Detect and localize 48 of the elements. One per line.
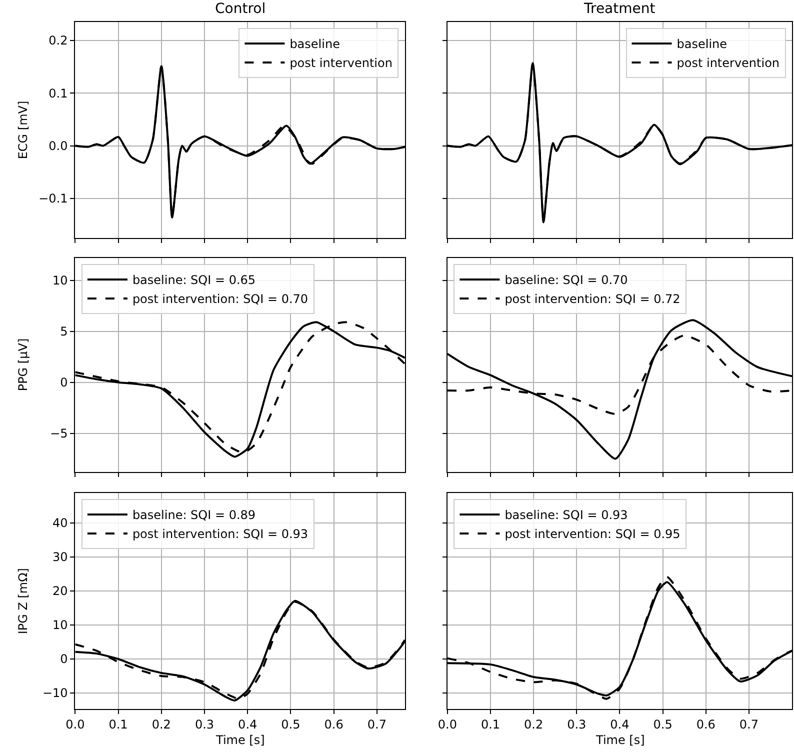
legend-label: baseline: SQI = 0.89 <box>132 508 256 522</box>
y-tick-label: 30 <box>52 550 68 564</box>
y-tick-label: 0 <box>60 376 68 390</box>
x-tick-label: 0.2 <box>152 717 171 732</box>
chart-title: Control <box>215 1 266 17</box>
legend-label: baseline: SQI = 0.93 <box>504 508 628 522</box>
legend-label: baseline: SQI = 0.65 <box>132 273 256 288</box>
legend-label: post intervention: SQI = 0.70 <box>132 292 308 306</box>
legend-label: post intervention <box>290 56 392 70</box>
y-tick-label: −10 <box>42 686 68 700</box>
x-tick-label: 0.2 <box>524 717 544 732</box>
y-axis-title: IPG Z [mΩ] <box>16 568 30 634</box>
y-tick-label: −5 <box>50 426 68 440</box>
x-tick-label: 0.5 <box>281 717 300 732</box>
x-tick-label: 0.7 <box>367 717 386 732</box>
y-tick-label: 20 <box>52 584 68 598</box>
legend-label: post intervention: SQI = 0.93 <box>132 527 308 542</box>
y-axis-title: PPG [µV] <box>16 338 30 392</box>
y-tick-label: 0.1 <box>48 86 68 100</box>
legend-label: post intervention <box>676 56 780 70</box>
y-tick-label: −0.1 <box>38 192 68 206</box>
legend-label: post intervention: SQI = 0.72 <box>504 292 680 306</box>
x-tick-label: 0.5 <box>653 717 672 732</box>
x-tick-label: 0.0 <box>438 717 457 732</box>
x-tick-label: 0.6 <box>324 717 344 732</box>
y-tick-label: 0.2 <box>48 34 68 48</box>
y-tick-label: 10 <box>52 274 68 288</box>
x-axis-title: Time [s] <box>215 733 265 747</box>
y-tick-label: 0.0 <box>48 139 68 153</box>
chart-title: Treatment <box>583 1 656 17</box>
x-axis-title: Time [s] <box>595 733 645 747</box>
x-tick-label: 0.4 <box>238 717 258 732</box>
y-tick-label: 10 <box>52 618 68 632</box>
x-tick-label: 0.4 <box>610 717 630 732</box>
legend-label: baseline <box>290 37 340 52</box>
y-tick-label: 0 <box>60 652 68 666</box>
legend-label: post intervention: SQI = 0.95 <box>504 527 680 542</box>
x-tick-label: 0.7 <box>739 717 758 732</box>
y-axis-title: ECG [mV] <box>16 100 30 160</box>
legend-label: baseline <box>676 37 728 52</box>
y-tick-label: 40 <box>52 516 68 530</box>
y-tick-label: 5 <box>60 324 68 339</box>
x-tick-label: 0.1 <box>480 717 500 732</box>
x-tick-label: 0.1 <box>108 717 128 732</box>
legend-label: baseline: SQI = 0.70 <box>504 273 628 288</box>
x-tick-label: 0.3 <box>194 717 214 732</box>
x-tick-label: 0.6 <box>696 717 716 732</box>
x-tick-label: 0.3 <box>567 717 586 732</box>
